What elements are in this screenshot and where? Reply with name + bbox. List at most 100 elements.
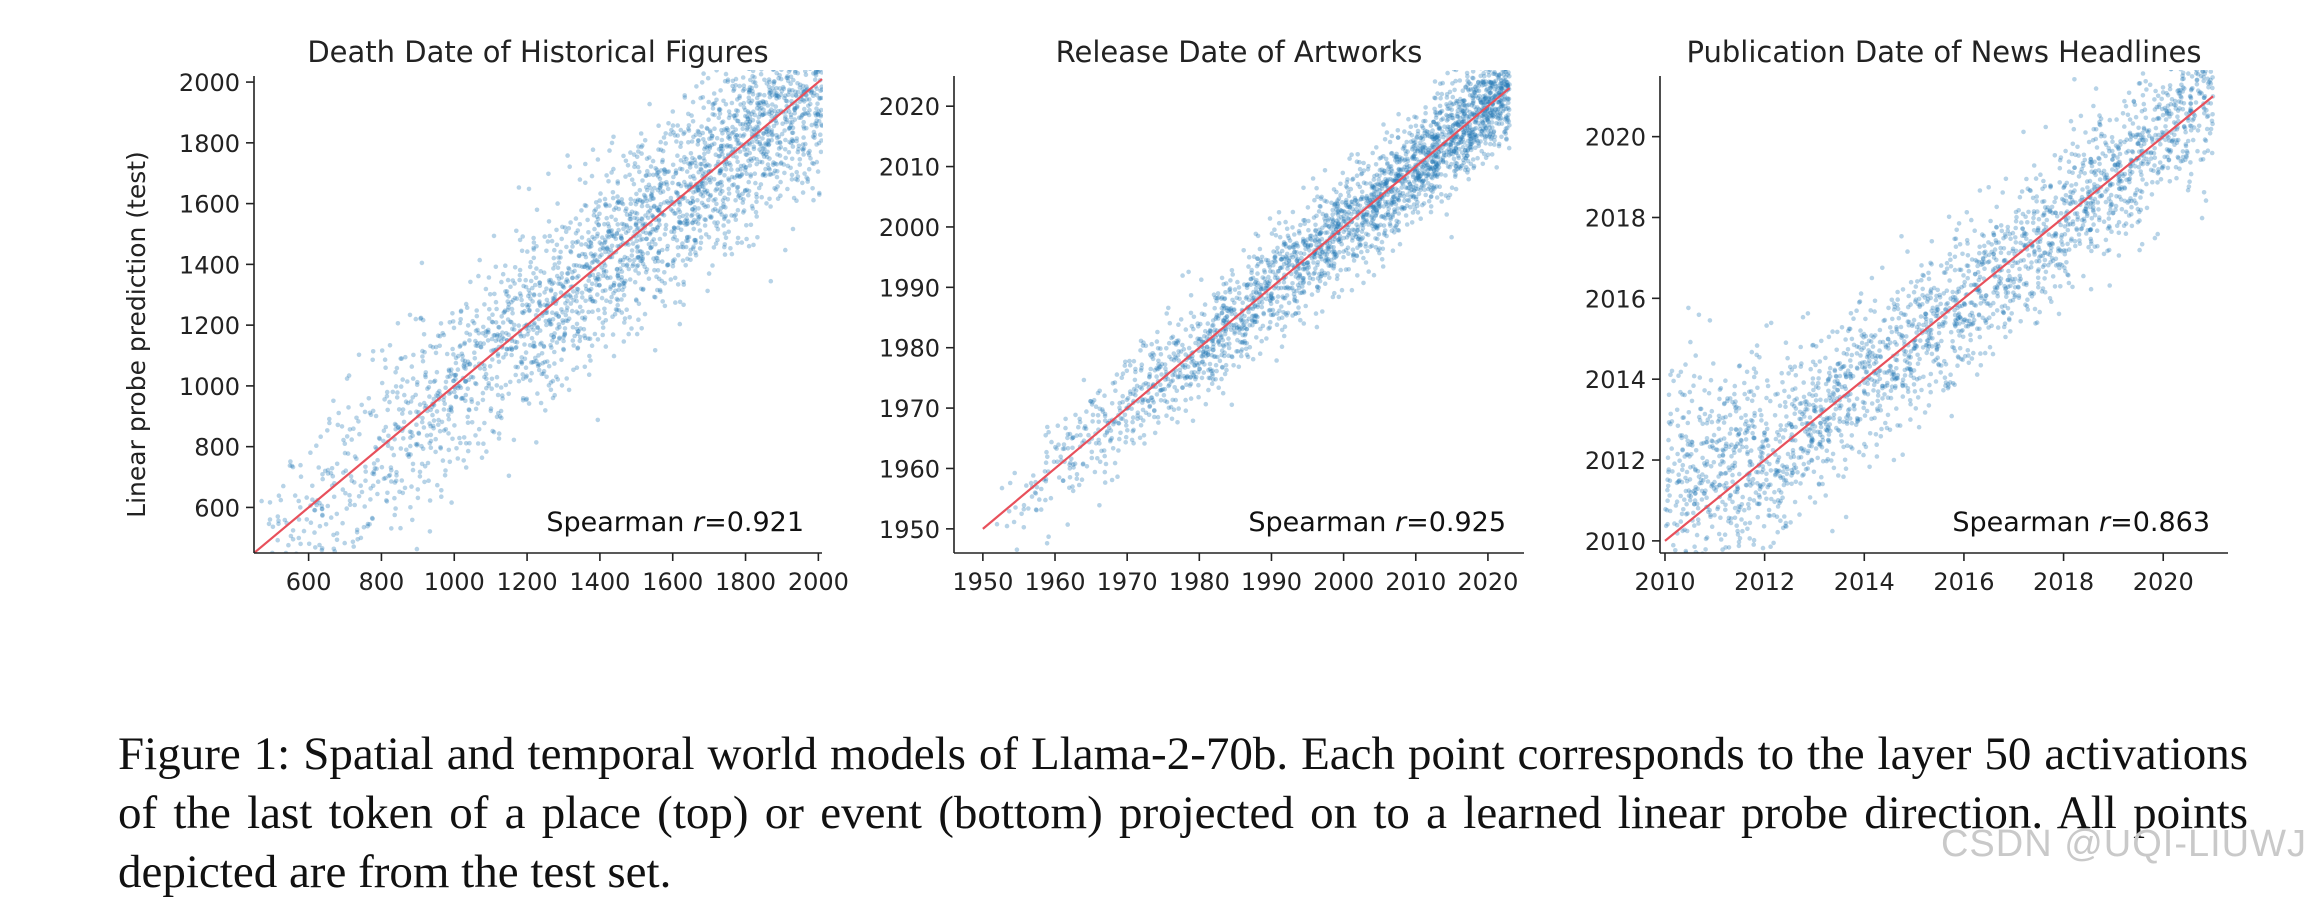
data-point (812, 91, 817, 96)
data-point (633, 161, 638, 166)
data-point (1447, 130, 1452, 135)
data-point (1293, 299, 1298, 304)
data-point (646, 216, 651, 221)
data-point (297, 536, 302, 541)
data-point (314, 443, 319, 448)
data-point (1206, 321, 1211, 326)
data-point (454, 446, 459, 451)
data-point (436, 422, 441, 427)
data-point (370, 358, 375, 363)
data-point (574, 294, 579, 299)
data-point (663, 227, 668, 232)
data-point (345, 376, 350, 381)
data-point (819, 57, 824, 62)
data-point (733, 198, 738, 203)
data-point (1356, 182, 1361, 187)
data-point (1196, 324, 1201, 329)
data-point (574, 240, 579, 245)
data-point (782, 65, 787, 70)
data-point (1444, 160, 1449, 165)
data-point (476, 274, 481, 279)
data-point (741, 197, 746, 202)
data-point (1076, 425, 1081, 430)
data-point (1159, 352, 1164, 357)
data-point (1142, 441, 1147, 446)
data-point (679, 128, 684, 133)
data-point (1437, 126, 1442, 131)
data-point (640, 143, 645, 148)
data-point (467, 338, 472, 343)
data-point (657, 205, 662, 210)
data-point (705, 189, 710, 194)
data-point (1440, 92, 1445, 97)
data-point (802, 62, 807, 67)
data-point (678, 210, 683, 215)
data-point (1097, 503, 1102, 508)
data-point (421, 318, 426, 323)
data-point (466, 449, 471, 454)
data-point (1311, 260, 1316, 265)
data-point (744, 223, 749, 228)
data-point (554, 313, 559, 318)
data-point (813, 77, 818, 82)
data-point (426, 478, 431, 483)
data-point (490, 320, 495, 325)
data-point (690, 212, 695, 217)
data-point (1398, 242, 1403, 247)
data-point (707, 271, 712, 276)
data-point (535, 331, 540, 336)
data-point (570, 309, 575, 314)
data-point (1092, 398, 1097, 403)
data-point (327, 417, 332, 422)
data-point (574, 299, 579, 304)
data-point (1182, 374, 1187, 379)
data-point (499, 416, 504, 421)
data-point (615, 303, 620, 308)
data-point (672, 230, 677, 235)
data-point (1184, 382, 1189, 387)
data-point (816, 37, 821, 42)
data-point (753, 181, 758, 186)
data-point (332, 495, 337, 500)
data-point (1210, 381, 1215, 386)
data-point (799, 32, 804, 37)
data-point (1346, 267, 1351, 272)
data-point (1071, 489, 1076, 494)
data-point (351, 544, 356, 549)
data-point (1202, 312, 1207, 317)
data-point (774, 121, 779, 126)
data-point (1383, 200, 1388, 205)
data-point (335, 462, 340, 467)
data-point (1420, 124, 1425, 129)
data-point (360, 490, 365, 495)
data-point (586, 230, 591, 235)
data-point (1154, 374, 1159, 379)
data-point (1327, 275, 1332, 280)
data-point (652, 204, 657, 209)
data-point (1220, 276, 1225, 281)
data-point (299, 474, 304, 479)
data-point (490, 357, 495, 362)
data-point (454, 361, 459, 366)
data-point (351, 540, 356, 545)
data-point (546, 239, 551, 244)
data-point (1155, 392, 1160, 397)
data-point (429, 439, 434, 444)
data-point (467, 362, 472, 367)
data-point (1390, 151, 1395, 156)
data-point (1355, 152, 1360, 157)
data-point (392, 453, 397, 458)
data-point (476, 441, 481, 446)
data-point (1175, 420, 1180, 425)
data-point (506, 392, 511, 397)
data-point (572, 263, 577, 268)
data-point (678, 144, 683, 149)
data-point (571, 338, 576, 343)
data-point (481, 441, 486, 446)
data-point (1435, 91, 1440, 96)
data-point (440, 331, 445, 336)
data-point (466, 323, 471, 328)
data-point (1187, 346, 1192, 351)
data-point (786, 79, 791, 84)
data-point (600, 235, 605, 240)
